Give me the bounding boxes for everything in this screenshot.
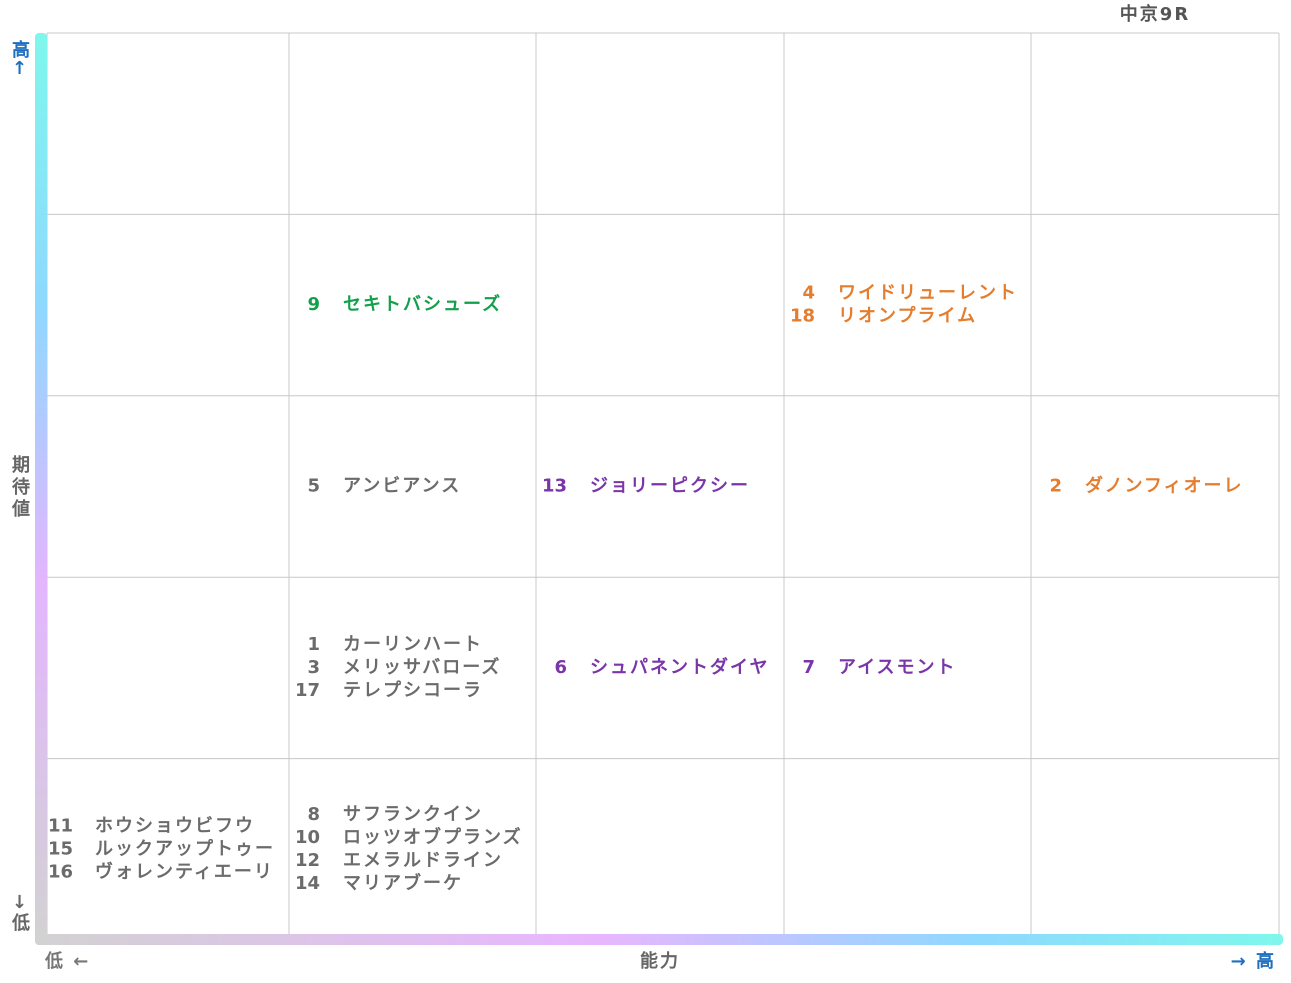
title: 中京9R [1120,3,1190,25]
horse-number: 11 [48,815,73,836]
horse-number: 6 [554,657,567,678]
horse-name: サフランクイン [343,804,483,825]
horse-name: ロッツオブプランズ [343,826,523,848]
x-axis-low: 低 ← [44,950,90,972]
horse-name: ワイドリューレント [838,283,1018,304]
horse-number: 16 [48,861,73,882]
horse-name: ルックアップトゥー [95,837,275,859]
horse-number: 3 [307,657,320,678]
horse-number: 17 [295,680,320,701]
horse-number: 7 [802,657,815,678]
horse-name: カーリンハート [343,634,483,655]
horse-number: 8 [307,804,320,825]
horse-name: ヴォレンティエーリ [95,860,274,882]
horse-name: ホウショウビフウ [95,815,255,836]
horse-name: エメラルドライン [343,850,503,871]
horse-number: 14 [295,873,320,894]
horse-number: 4 [802,283,815,304]
horse-number: 18 [790,306,815,327]
horse-number: 2 [1049,476,1062,497]
x-axis-label: 能力 [640,950,680,972]
y-axis-high: 高↑ [9,39,30,79]
horse-name: シュパネントダイヤ [590,656,769,678]
y-axis-label: 期待値 [9,455,31,521]
horse-number: 5 [307,476,320,497]
horse-name: アイスモント [838,657,957,678]
x-axis-bar [35,934,1283,945]
horse-number: 15 [48,838,73,859]
horse-name: リオンプライム [838,305,977,327]
horse-number: 9 [307,294,320,315]
y-axis-bar [35,33,47,945]
horse-number: 10 [295,827,320,848]
horse-name: メリッサバローズ [343,656,501,678]
horse-name: ダノンフィオーレ [1085,475,1244,497]
horse-number: 1 [307,634,320,655]
x-axis-high: → 高 [1231,950,1276,972]
horse-number: 12 [295,850,320,871]
horse-name: ジョリーピクシー [590,476,750,497]
horse-name: セキトバシューズ [343,293,502,315]
horse-number: 13 [542,476,567,497]
horse-name: アンビアンス [343,476,461,497]
y-axis-low: ↓低 [9,892,31,932]
horse-name: テレプシコーラ [343,679,483,701]
horse-name: マリアブーケ [343,872,463,894]
